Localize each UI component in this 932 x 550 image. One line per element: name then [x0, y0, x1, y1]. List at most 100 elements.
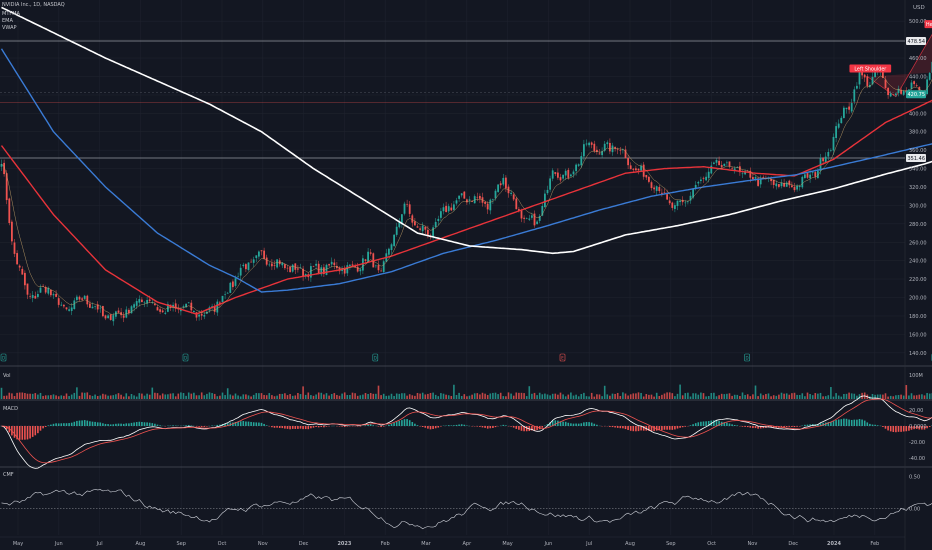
volume-bar	[824, 396, 827, 399]
volume-bar	[349, 395, 351, 399]
macd-histogram-bar	[276, 426, 278, 428]
macd-histogram-bar	[921, 426, 923, 430]
volume-bar	[427, 393, 429, 399]
volume-bar	[130, 393, 133, 399]
volume-bar	[203, 395, 206, 399]
macd-histogram-bar	[39, 426, 42, 431]
volume-bar	[744, 394, 746, 399]
candle-body	[648, 176, 650, 182]
macd-histogram-bar	[551, 420, 554, 426]
candle-body	[44, 286, 47, 293]
volume-bar	[814, 393, 817, 399]
volume-bar	[343, 392, 346, 399]
indicator-mtfma[interactable]: MTFMA	[2, 11, 20, 17]
volume-bar	[29, 393, 31, 399]
macd-histogram-bar	[570, 423, 572, 426]
candle-body	[133, 304, 135, 308]
candle-body	[141, 299, 143, 303]
moving-average-line	[0, 48, 932, 293]
volume-bar	[874, 394, 876, 399]
macd-pane: 20.00 0.0000 -20.00 -40.00	[0, 395, 932, 469]
candle-body	[622, 149, 624, 151]
volume-bar	[307, 392, 310, 399]
candle-body	[234, 278, 237, 286]
candle-body	[239, 267, 242, 276]
macd-histogram-bar	[583, 422, 585, 426]
macd-histogram-bar	[572, 423, 575, 426]
volume-bar	[671, 393, 674, 399]
macd-histogram-bar	[107, 424, 109, 426]
candle-body	[369, 252, 372, 254]
candle-body	[557, 172, 559, 178]
volume-bar	[694, 393, 697, 399]
price-label-text: 420.75	[908, 92, 926, 98]
moving-average-line	[1, 6, 932, 255]
macd-histogram-bar	[614, 426, 616, 428]
macd-histogram-bar	[398, 420, 401, 426]
volume-bar	[879, 394, 882, 399]
macd-histogram-bar	[585, 422, 588, 426]
indicator-ema[interactable]: EMA	[2, 18, 13, 24]
macd-histogram-bar	[224, 423, 226, 426]
candle-body	[793, 187, 796, 191]
candle-body	[450, 207, 453, 211]
candle-body	[476, 196, 479, 198]
macd-histogram-bar	[871, 424, 874, 426]
macd-histogram-bar	[122, 423, 125, 426]
volume-bar	[510, 393, 512, 399]
volume-bar	[312, 395, 315, 399]
candle-body	[460, 193, 463, 196]
candle-body	[536, 221, 538, 225]
volume-bar	[180, 392, 182, 399]
volume-bar	[793, 392, 796, 399]
candle-body	[645, 174, 648, 178]
candle-body	[302, 268, 304, 277]
candle-body	[661, 192, 663, 194]
macd-histogram-bar	[510, 426, 512, 427]
candle-body	[655, 186, 658, 191]
volume-bar	[806, 392, 809, 399]
candle-body	[679, 200, 681, 203]
macd-histogram-bar	[255, 422, 258, 426]
candle-body	[128, 309, 130, 314]
macd-histogram-bar	[219, 424, 221, 426]
volume-bar	[754, 385, 757, 399]
volume-bar	[915, 395, 918, 399]
volume-bar	[442, 393, 445, 399]
volume-bar	[882, 394, 884, 399]
volume-bar	[3, 395, 5, 399]
price-tick-label: 180.00	[909, 314, 927, 320]
volume-bar	[8, 392, 11, 399]
volume-bar	[622, 392, 624, 399]
volume-bar	[213, 393, 216, 399]
macd-histogram-bar	[390, 423, 393, 426]
macd-histogram-bar	[346, 426, 349, 427]
candle-body	[531, 215, 533, 218]
macd-histogram-bar	[559, 421, 562, 426]
candle-body	[570, 174, 572, 177]
volume-bar	[317, 392, 320, 399]
candle-body	[858, 70, 861, 85]
macd-histogram-bar	[317, 426, 320, 428]
volume-bar	[731, 395, 733, 399]
volume-bar	[224, 395, 226, 399]
candle-body	[484, 201, 486, 204]
candle-body	[265, 257, 268, 265]
candle-body	[18, 265, 21, 268]
volume-bar	[141, 393, 143, 399]
candle-body	[362, 258, 364, 271]
candle-body	[715, 160, 718, 163]
macd-histogram-bar	[843, 418, 845, 426]
price-tick-label: 320.00	[909, 185, 927, 191]
macd-histogram-bar	[102, 423, 104, 426]
macd-histogram-bar	[403, 419, 406, 426]
volume-bar	[650, 394, 653, 399]
macd-histogram-bar	[315, 426, 317, 427]
volume-bar	[278, 393, 281, 399]
volume-bar	[601, 396, 603, 399]
volume-bar	[658, 396, 661, 399]
candle-body	[442, 207, 445, 212]
indicator-vwap[interactable]: VWAP	[2, 25, 17, 31]
